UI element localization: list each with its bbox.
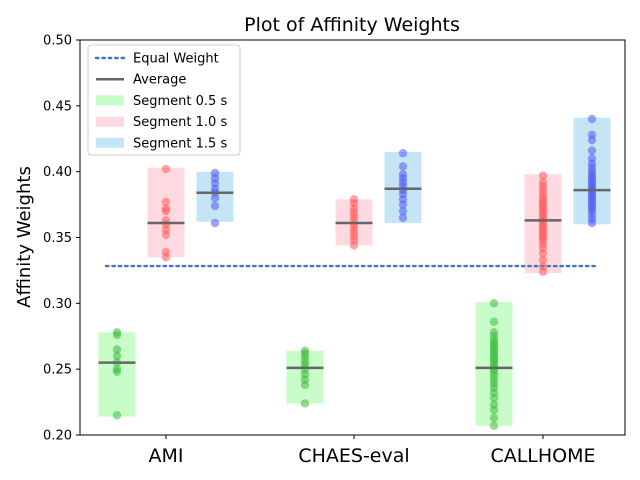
legend-swatch-segment (96, 116, 124, 127)
y-tick-label: 0.20 (43, 429, 72, 444)
data-point (300, 399, 310, 408)
data-point (489, 413, 499, 423)
data-point (538, 262, 548, 271)
x-tick-label: CALLHOME (490, 445, 595, 467)
data-point (349, 195, 359, 204)
data-point (161, 197, 171, 207)
data-point (538, 178, 548, 187)
legend-label: Equal Weight (133, 52, 219, 67)
legend-swatch-segment (96, 95, 124, 106)
data-point (398, 170, 408, 179)
data-point (398, 149, 408, 158)
data-point (489, 421, 499, 430)
legend-label: Segment 1.5 s (133, 136, 227, 151)
y-tick-label: 0.45 (43, 99, 72, 114)
data-point (587, 114, 597, 124)
data-point (112, 345, 122, 354)
data-point (489, 328, 499, 337)
data-point (161, 204, 171, 213)
data-point (112, 411, 122, 420)
data-point (210, 201, 220, 211)
data-point (489, 299, 499, 308)
data-point (300, 346, 310, 355)
data-point (489, 317, 499, 326)
legend-swatch-segment (96, 137, 124, 148)
data-point (538, 255, 548, 265)
legend-label: Average (133, 73, 186, 88)
axes: 0.20 0.25 0.30 0.35 0.40 0.45 0.50 AMI CHAES-eva… (43, 34, 626, 467)
legend-box (87, 44, 241, 156)
legend-label: Segment 1.0 s (133, 115, 227, 130)
y-tick-label: 0.40 (43, 165, 72, 180)
data-point (587, 146, 597, 155)
x-tick-label: CHAES-eval (298, 445, 409, 467)
data-point (538, 171, 548, 180)
legend: Equal Weight Average Segment 0.5 s Segment … (87, 44, 241, 156)
data-point (398, 162, 408, 171)
data-point (210, 218, 220, 228)
data-point (489, 400, 499, 409)
y-tick-label: 0.35 (43, 231, 72, 246)
chart-title: Plot of Affinity Weights (244, 14, 460, 36)
data-point (161, 247, 171, 257)
data-point (587, 154, 597, 163)
data-point (112, 351, 122, 361)
data-point (587, 130, 597, 139)
y-axis-label: Affinity Weights (14, 166, 35, 308)
data-point (210, 168, 220, 178)
data-point (398, 213, 408, 222)
x-tick-label: AMI (149, 445, 184, 467)
data-point (112, 328, 122, 337)
data-point (112, 364, 122, 374)
y-tick-label: 0.25 (43, 363, 72, 378)
data-point (161, 164, 171, 174)
legend-label: Segment 0.5 s (133, 94, 227, 109)
y-tick-label: 0.30 (43, 297, 72, 312)
plot-area (98, 114, 611, 430)
y-tick-label: 0.50 (43, 34, 72, 49)
data-point (398, 206, 408, 216)
